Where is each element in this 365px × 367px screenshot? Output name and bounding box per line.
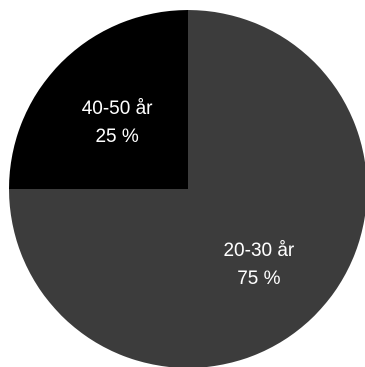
slice-value-label: 75 % bbox=[237, 268, 280, 289]
pie-labels: 20-30 år 75 % 40-50 år 25 % bbox=[82, 98, 295, 289]
slice-value-label: 25 % bbox=[95, 126, 138, 147]
pie-slice bbox=[9, 10, 365, 367]
slice-category-label: 40-50 år bbox=[82, 98, 153, 119]
pie-slice bbox=[9, 10, 188, 189]
pie-slices bbox=[9, 10, 365, 367]
slice-category-label: 20-30 år bbox=[223, 240, 294, 261]
